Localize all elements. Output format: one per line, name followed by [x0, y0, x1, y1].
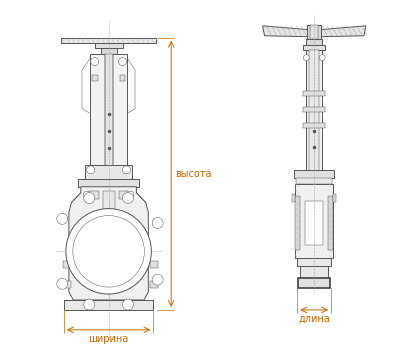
Bar	[92, 75, 98, 81]
Polygon shape	[295, 196, 300, 250]
Bar	[85, 165, 132, 179]
Bar	[297, 258, 331, 266]
Circle shape	[66, 209, 151, 294]
Polygon shape	[318, 26, 366, 37]
Circle shape	[127, 191, 134, 198]
Bar	[101, 48, 116, 54]
Circle shape	[303, 55, 309, 61]
Circle shape	[152, 218, 163, 228]
Circle shape	[122, 166, 130, 174]
Bar	[296, 178, 332, 184]
Bar	[306, 50, 322, 174]
Bar	[150, 281, 158, 288]
Text: высота: высота	[175, 169, 212, 179]
Circle shape	[84, 193, 95, 203]
Bar	[333, 194, 336, 202]
Polygon shape	[69, 187, 148, 300]
Bar	[105, 54, 112, 167]
Circle shape	[91, 58, 99, 65]
Bar	[303, 123, 325, 128]
Circle shape	[152, 274, 163, 285]
Text: длина: длина	[298, 314, 330, 324]
Polygon shape	[262, 26, 310, 37]
Circle shape	[87, 166, 95, 174]
Bar	[90, 54, 128, 167]
Bar	[64, 300, 153, 310]
Circle shape	[118, 58, 126, 65]
Bar	[294, 170, 334, 178]
Bar	[89, 191, 99, 199]
Bar	[62, 38, 156, 43]
Bar	[78, 179, 140, 187]
Bar	[307, 25, 321, 39]
Bar	[120, 75, 126, 81]
Polygon shape	[328, 196, 333, 250]
Bar	[298, 278, 330, 288]
Bar	[118, 191, 128, 199]
Circle shape	[319, 55, 325, 61]
Bar	[63, 281, 71, 288]
Circle shape	[84, 299, 95, 310]
Circle shape	[83, 191, 90, 198]
Bar	[303, 107, 325, 112]
Bar	[303, 45, 325, 50]
Bar	[295, 184, 333, 258]
Circle shape	[122, 299, 134, 310]
Bar	[292, 194, 295, 202]
Bar	[306, 39, 322, 45]
Bar	[303, 91, 325, 96]
Bar	[150, 261, 158, 268]
Bar	[305, 201, 323, 245]
Circle shape	[122, 193, 134, 203]
Bar	[63, 261, 71, 268]
Bar	[95, 43, 122, 48]
Bar	[103, 191, 114, 219]
Bar	[310, 25, 318, 39]
Circle shape	[57, 278, 68, 289]
Bar	[309, 50, 319, 174]
Text: ширина: ширина	[88, 334, 129, 344]
Circle shape	[57, 213, 68, 224]
Bar	[300, 266, 328, 278]
